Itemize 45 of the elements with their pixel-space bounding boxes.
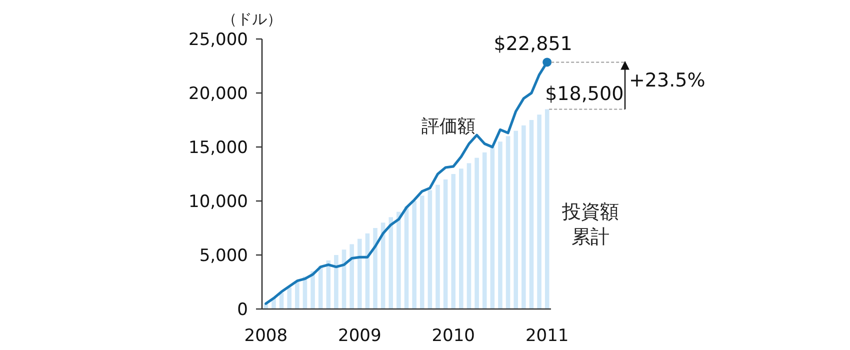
x-tick-label: 2009 [338, 326, 382, 346]
bar [287, 287, 292, 309]
bar [388, 217, 394, 309]
bar [498, 142, 502, 309]
bar [326, 260, 331, 309]
data-label: $18,500 [545, 83, 624, 106]
x-tick-label: 2008 [244, 326, 288, 346]
y-axis-title: （ドル） [222, 10, 282, 28]
bar [404, 206, 409, 309]
bar [482, 152, 487, 309]
series-label: 評価額 [421, 116, 476, 138]
bar [522, 125, 526, 309]
y-tick-label: 10,000 [188, 192, 248, 212]
bar [443, 179, 448, 309]
y-tick-label: 5,000 [199, 246, 248, 266]
y-tick-label: 0 [237, 300, 248, 320]
x-tick-label: 2011 [525, 326, 569, 346]
bar [514, 130, 518, 309]
bar [459, 168, 464, 309]
bar [451, 174, 456, 309]
bar [357, 238, 362, 309]
bar [436, 184, 440, 309]
bar [529, 120, 534, 309]
bar [373, 228, 378, 309]
bar [506, 136, 510, 309]
bar [310, 271, 315, 309]
bar [295, 282, 300, 309]
y-tick-label: 15,000 [188, 138, 248, 158]
series-label: 投資額累計 [560, 200, 620, 250]
bar [490, 147, 495, 309]
bar [466, 163, 472, 309]
annotation: +23.5% [629, 70, 706, 92]
bar [334, 255, 338, 309]
bar [396, 212, 401, 309]
bar [420, 196, 424, 309]
bar [428, 190, 432, 309]
x-tick-label: 2010 [432, 326, 475, 346]
bar [350, 244, 354, 309]
data-label: $22,851 [494, 33, 572, 56]
y-tick-label: 25,000 [188, 30, 248, 50]
bar [474, 158, 479, 309]
bar [412, 201, 416, 309]
bar [544, 109, 550, 309]
bar [537, 114, 542, 309]
y-tick-label: 20,000 [188, 84, 248, 104]
